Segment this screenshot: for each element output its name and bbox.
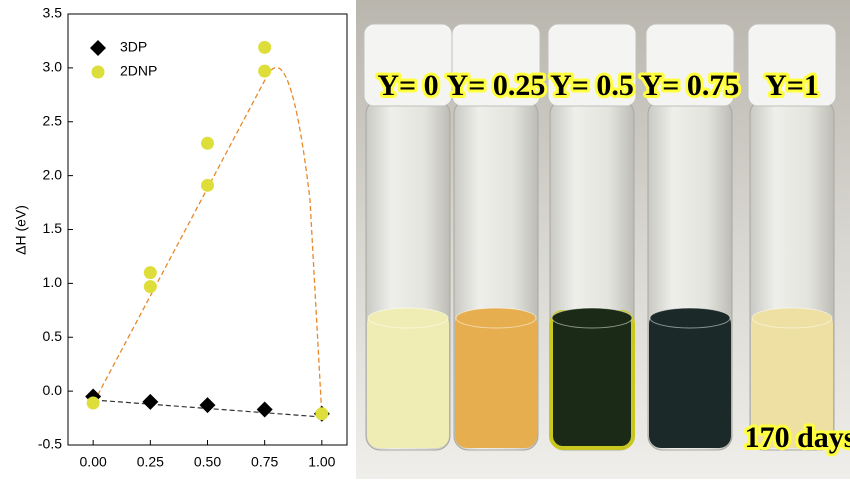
vial-cap [645,23,735,107]
y-tick-label: 2.5 [43,112,63,128]
vial-label: Y= 0 [377,69,438,102]
y-axis-label: ΔH (eV) [13,205,29,255]
vial-cap [451,23,541,107]
y-tick-label: -0.5 [38,436,62,452]
x-tick-label: 1.00 [308,454,335,470]
liquid-surface [649,307,731,329]
liquid-surface [367,307,449,329]
x-tick-label: 0.75 [251,454,278,470]
legend-label: 3DP [120,39,147,55]
y-tick-label: 3.5 [43,5,63,21]
photo-note: 170 days [745,421,850,454]
x-tick-label: 0.00 [80,454,107,470]
vial-label: Y= 0.75 [641,69,740,102]
vial-label: Y= 0.5 [550,69,634,102]
liquid-surface [751,307,833,329]
x-tick-label: 0.50 [194,454,221,470]
data-point [201,178,214,192]
vial-liquid [649,312,731,448]
plot-frame [67,13,348,446]
legend-label: 2DNP [120,63,157,79]
data-point [315,407,329,421]
vial-cap [547,23,637,107]
data-point [199,397,216,414]
legend-marker [90,40,106,56]
x-tick-label: 0.25 [137,454,164,470]
data-point [143,280,157,294]
data-point [143,266,157,280]
fit-line-2dnp [93,66,323,419]
vial-liquid [455,312,537,448]
data-point [258,64,272,78]
legend-marker [91,65,105,79]
vials [363,23,837,451]
y-tick-label: 3.0 [43,59,63,75]
liquid-surface [551,307,633,329]
liquid-surface [455,307,537,329]
data-point [142,393,159,410]
data-point [258,40,272,54]
y-tick-label: 1.5 [43,220,63,236]
data-point [256,401,273,418]
vial-liquid [367,312,449,448]
y-tick-label: 0.0 [43,382,63,398]
data-point [86,396,100,410]
vial-liquid [549,310,635,450]
data-point [201,136,214,150]
y-tick-label: 0.5 [43,328,63,344]
y-tick-label: 2.0 [43,166,63,182]
vial-cap [747,23,837,107]
vial-liquid [751,312,833,448]
vial-label: Y=1 [765,69,819,102]
vial-label: Y= 0.25 [447,69,546,102]
y-tick-label: 1.0 [43,274,63,290]
